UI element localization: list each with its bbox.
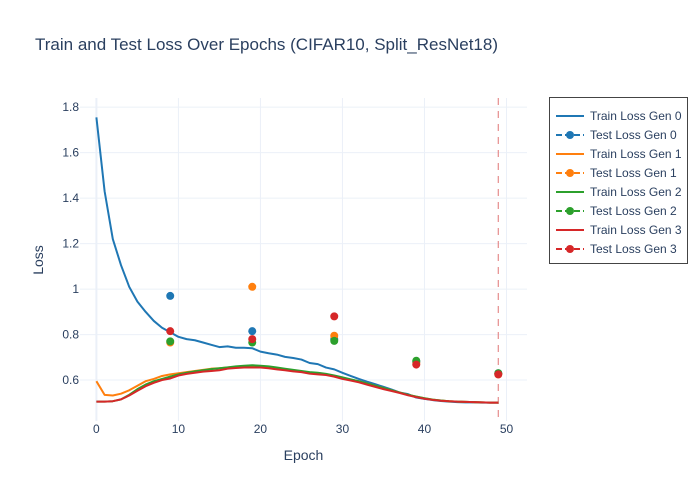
data-point-test-loss-gen-2	[166, 337, 175, 346]
legend-item-test-loss-gen-3[interactable]: Test Loss Gen 3	[556, 242, 677, 256]
series-line-train-loss-gen-0	[95, 117, 499, 404]
plot-area	[95, 117, 503, 404]
series-line-train-loss-gen-3	[96, 366, 499, 404]
legend-marker	[566, 131, 574, 139]
data-point-test-loss-gen-2	[330, 336, 339, 345]
legend-label: Test Loss Gen 3	[590, 242, 677, 256]
x-tick-label: 30	[336, 422, 350, 436]
legend-label: Test Loss Gen 0	[590, 128, 677, 142]
data-point-test-loss-gen-0	[166, 291, 175, 300]
y-axis-ticks: 0.6 0.8 1 1.2 1.4 1.6 1.8	[62, 100, 79, 387]
data-point-test-loss-gen-1	[248, 282, 257, 291]
data-point-test-loss-gen-3	[166, 327, 175, 336]
legend-item-train-loss-gen-1[interactable]: Train Loss Gen 1	[556, 147, 682, 161]
legend-item-train-loss-gen-3[interactable]: Train Loss Gen 3	[556, 223, 682, 237]
x-tick-label: 40	[418, 422, 432, 436]
legend[interactable]: Train Loss Gen 0 Test Loss Gen 0 Train Los…	[549, 97, 688, 264]
legend-item-test-loss-gen-1[interactable]: Test Loss Gen 1	[556, 166, 677, 180]
data-point-test-loss-gen-3	[248, 335, 257, 344]
legend-item-train-loss-gen-2[interactable]: Train Loss Gen 2	[556, 185, 682, 199]
y-axis-title: Loss	[30, 245, 46, 275]
y-tick-label: 1.6	[62, 146, 79, 160]
x-tick-label: 20	[254, 422, 268, 436]
chart-title: Train and Test Loss Over Epochs (CIFAR10…	[35, 35, 498, 54]
legend-marker	[566, 245, 574, 253]
y-tick-label: 1	[72, 282, 79, 296]
x-axis-title: Epoch	[284, 447, 324, 463]
x-tick-label: 10	[172, 422, 186, 436]
data-point-test-loss-gen-0	[248, 327, 257, 336]
legend-label: Train Loss Gen 0	[590, 109, 682, 123]
legend-label: Test Loss Gen 1	[590, 166, 677, 180]
legend-item-train-loss-gen-0[interactable]: Train Loss Gen 0	[556, 109, 682, 123]
legend-marker	[566, 207, 574, 215]
x-tick-label: 0	[93, 422, 100, 436]
x-axis-ticks: 0 10 20 30 40 50	[93, 422, 513, 436]
data-point-test-loss-gen-3	[330, 312, 339, 321]
y-tick-label: 0.6	[62, 373, 79, 387]
legend-label: Train Loss Gen 2	[590, 185, 682, 199]
grid	[80, 98, 527, 421]
data-point-test-loss-gen-3	[494, 370, 503, 379]
y-tick-label: 1.4	[62, 191, 79, 205]
legend-label: Train Loss Gen 1	[590, 147, 682, 161]
legend-marker	[566, 169, 574, 177]
legend-item-test-loss-gen-0[interactable]: Test Loss Gen 0	[556, 128, 677, 142]
y-tick-label: 1.8	[62, 100, 79, 114]
y-tick-label: 1.2	[62, 237, 79, 251]
y-tick-label: 0.8	[62, 328, 79, 342]
x-tick-label: 50	[500, 422, 514, 436]
legend-label: Test Loss Gen 2	[590, 204, 677, 218]
data-point-test-loss-gen-3	[412, 360, 421, 369]
legend-item-test-loss-gen-2[interactable]: Test Loss Gen 2	[556, 204, 677, 218]
legend-box	[549, 97, 688, 264]
legend-label: Train Loss Gen 3	[590, 223, 682, 237]
